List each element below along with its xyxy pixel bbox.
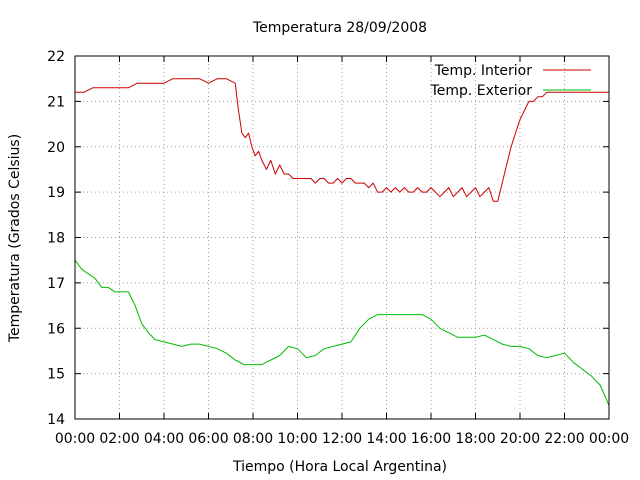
legend-entry-exterior: Temp. Exterior [430, 83, 591, 99]
y-tick-label: 15 [47, 367, 65, 383]
y-tick-label: 17 [47, 276, 65, 292]
x-tick-label: 12:00 [322, 431, 362, 447]
y-axis-label: Temperatura (Grados Celsius) [7, 134, 23, 343]
y-tick-label: 16 [47, 321, 65, 337]
x-tick-label: 10:00 [277, 431, 317, 447]
legend-label-interior: Temp. Interior [434, 63, 533, 79]
y-tick-labels: 14 15 16 17 18 19 20 21 22 [47, 49, 65, 428]
x-tick-label: 16:00 [411, 431, 451, 447]
series-lines [74, 78, 610, 406]
y-tick-label: 21 [47, 94, 65, 110]
grid [75, 56, 609, 419]
x-tick-label: 14:00 [366, 431, 406, 447]
axis-ticks [74, 55, 610, 420]
x-tick-label: 20:00 [500, 431, 540, 447]
x-tick-label: 22:00 [544, 431, 584, 447]
legend-entry-interior: Temp. Interior [434, 63, 591, 79]
x-tick-label: 00:00 [589, 431, 629, 447]
series-line-interior [75, 78, 609, 202]
y-tick-label: 18 [47, 231, 65, 247]
legend-label-exterior: Temp. Exterior [430, 83, 533, 99]
x-tick-label: 00:00 [55, 431, 95, 447]
chart-title: Temperatura 28/09/2008 [252, 20, 427, 36]
x-axis-label: Tiempo (Hora Local Argentina) [232, 459, 447, 475]
x-tick-label: 04:00 [144, 431, 184, 447]
x-tick-label: 06:00 [188, 431, 228, 447]
x-tick-label: 18:00 [455, 431, 495, 447]
series-line-exterior [74, 259, 610, 406]
legend: Temp. Interior Temp. Exterior [430, 63, 591, 99]
x-tick-labels: 00:00 02:00 04:00 06:00 08:00 10:00 12:00 14:00… [55, 431, 629, 447]
y-tick-label: 20 [47, 140, 65, 156]
x-tick-label: 02:00 [99, 431, 139, 447]
x-tick-label: 08:00 [233, 431, 273, 447]
y-tick-label: 22 [47, 49, 65, 65]
y-tick-label: 14 [47, 412, 65, 428]
y-tick-label: 19 [47, 185, 65, 201]
